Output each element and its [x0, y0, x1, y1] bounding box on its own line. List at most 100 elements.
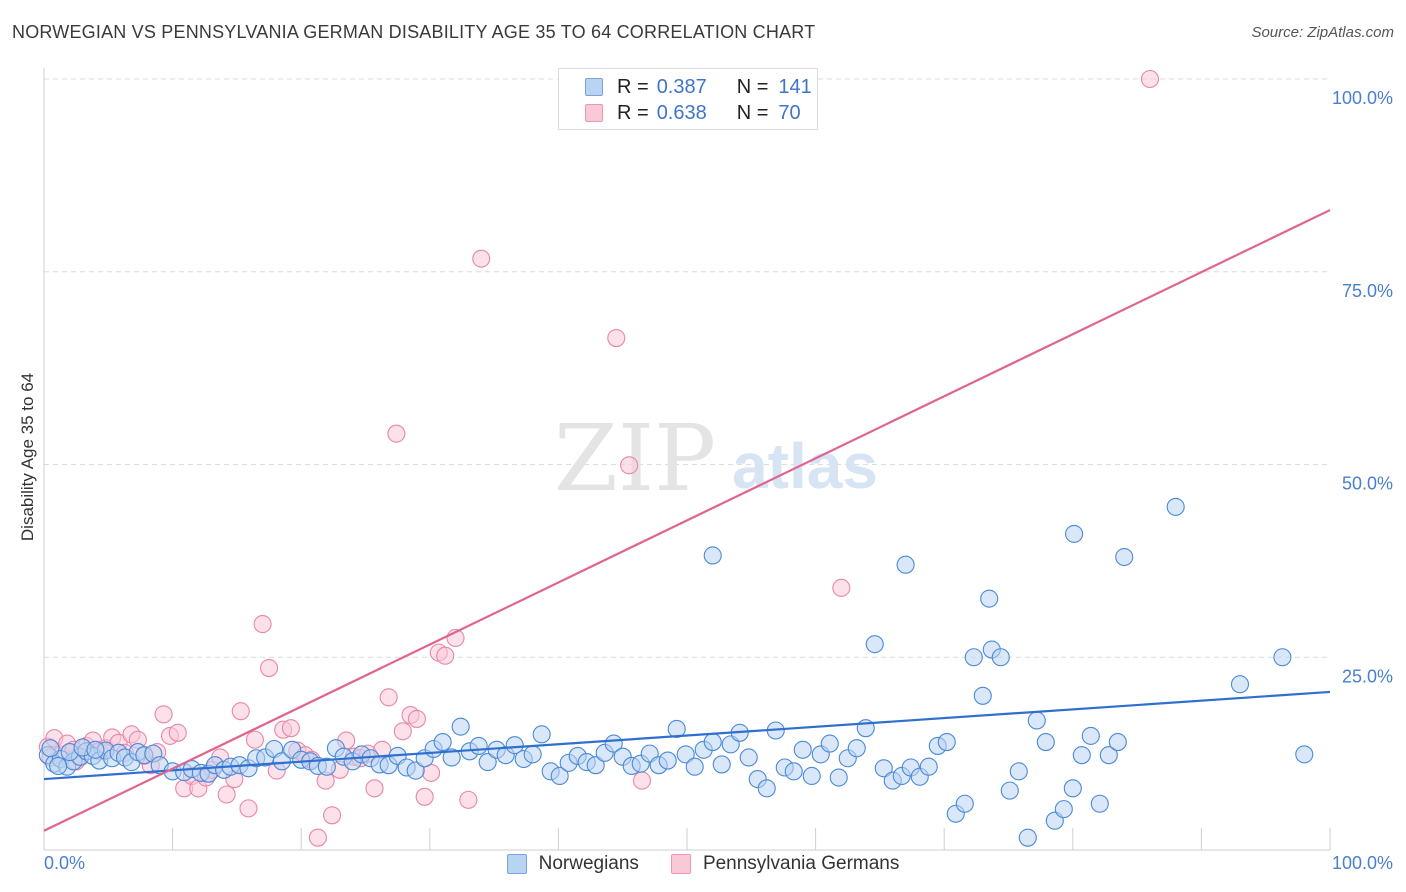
- y-tick-label-0: 25.0%: [1342, 666, 1393, 686]
- norwegians-point-127[interactable]: [1065, 524, 1084, 543]
- norwegians-point-76[interactable]: [676, 745, 695, 764]
- norwegians-point-107[interactable]: [955, 794, 974, 813]
- pennsylvania-germans-point-20[interactable]: [168, 723, 187, 742]
- norwegians-point-50[interactable]: [442, 748, 461, 767]
- norwegians-point-122[interactable]: [1090, 794, 1109, 813]
- norwegians-point-53[interactable]: [469, 736, 488, 755]
- pennsylvania-germans-point-55[interactable]: [415, 787, 434, 806]
- pennsylvania-germans-point-18[interactable]: [154, 705, 173, 724]
- pennsylvania-germans-point-52[interactable]: [393, 722, 412, 741]
- norwegians-point-120[interactable]: [1072, 746, 1091, 765]
- norwegians-point-118[interactable]: [1054, 800, 1073, 819]
- norwegians-point-57[interactable]: [505, 736, 524, 755]
- norwegians-point-105[interactable]: [937, 733, 956, 752]
- norwegians-point-103[interactable]: [919, 757, 938, 776]
- norwegians-point-112[interactable]: [1000, 781, 1019, 800]
- pennsylvania-germans-point-62[interactable]: [607, 329, 626, 348]
- norwegians-point-97[interactable]: [865, 635, 884, 654]
- pennsylvania-germans-point-31[interactable]: [245, 730, 264, 749]
- legend-r-value: 0.638: [656, 101, 707, 124]
- y-tick-label-2: 75.0%: [1342, 281, 1393, 301]
- norwegians-point-75[interactable]: [667, 719, 686, 739]
- norwegians-point-133[interactable]: [1295, 745, 1314, 764]
- pennsylvania-germans-point-29[interactable]: [231, 702, 250, 721]
- legend-r-label: R =: [617, 75, 649, 98]
- norwegians-point-128[interactable]: [1115, 547, 1134, 567]
- norwegians-point-93[interactable]: [829, 768, 848, 787]
- norwegians-point-111[interactable]: [991, 648, 1010, 667]
- legend-swatch-pink: [670, 854, 691, 874]
- pennsylvania-germans-point-58[interactable]: [436, 646, 455, 665]
- pennsylvania-germans-point-40[interactable]: [308, 828, 327, 847]
- norwegians-point-124[interactable]: [1108, 733, 1127, 752]
- norwegians-point-92[interactable]: [820, 734, 839, 753]
- norwegians-point-125[interactable]: [703, 546, 722, 565]
- norwegians-point-116[interactable]: [1036, 733, 1055, 752]
- norwegians-point-115[interactable]: [1027, 711, 1046, 730]
- norwegians-point-51[interactable]: [451, 717, 470, 736]
- norwegians-point-135[interactable]: [49, 756, 68, 776]
- pennsylvania-germans-point-54[interactable]: [407, 709, 426, 728]
- legend-r-label: R =: [617, 101, 649, 124]
- norwegians-point-80[interactable]: [712, 755, 731, 774]
- pennsylvania-germans-point-64[interactable]: [632, 771, 652, 790]
- norwegians-point-123[interactable]: [1099, 746, 1118, 765]
- norwegians-point-109[interactable]: [973, 686, 992, 705]
- norwegians-point-88[interactable]: [784, 762, 803, 781]
- pennsylvania-germans-point-30[interactable]: [239, 799, 258, 818]
- series-legend: Norwegians Pennsylvania Germans: [0, 852, 1406, 876]
- legend-item-pennsylvania-germans[interactable]: Pennsylvania Germans: [670, 853, 899, 875]
- norwegians-point-108[interactable]: [964, 648, 983, 667]
- pennsylvania-germans-point-42[interactable]: [323, 806, 342, 825]
- legend-item-norwegians[interactable]: Norwegians: [506, 853, 639, 875]
- norwegians-point-83[interactable]: [739, 748, 758, 767]
- pennsylvania-germans-point-61[interactable]: [472, 249, 491, 268]
- norwegians-point-113[interactable]: [1009, 762, 1028, 781]
- norwegians-point-114[interactable]: [1018, 828, 1037, 847]
- norwegians-point-66[interactable]: [586, 756, 605, 775]
- norwegians-point-121[interactable]: [1081, 726, 1100, 745]
- norwegians-point-46[interactable]: [406, 761, 425, 780]
- norwegians-point-74[interactable]: [658, 751, 677, 770]
- norwegians-point-132[interactable]: [1273, 648, 1292, 667]
- trend-layer: [43, 209, 1331, 832]
- norwegians-point-126[interactable]: [896, 555, 915, 574]
- legend-swatch-pink: [585, 104, 603, 122]
- legend-swatch-blue: [506, 854, 527, 874]
- legend-swatch-blue: [585, 78, 603, 96]
- pennsylvania-germans-point-66[interactable]: [832, 578, 851, 597]
- pennsylvania-germans-point-50[interactable]: [379, 688, 398, 707]
- legend-row-norwegians: R = 0.387 N = 141: [585, 75, 812, 99]
- norwegians-point-54[interactable]: [478, 753, 497, 772]
- norwegians-point-62[interactable]: [550, 766, 569, 786]
- norwegians-point-49[interactable]: [433, 733, 452, 752]
- norwegians-point-89[interactable]: [793, 740, 812, 759]
- pennsylvania-germans-point-51[interactable]: [387, 424, 406, 443]
- pennsylvania-germans-point-60[interactable]: [459, 790, 478, 809]
- norwegians-point-129[interactable]: [980, 589, 999, 608]
- pennsylvania-germans-point-33[interactable]: [259, 658, 279, 678]
- pennsylvania-germans-point-48[interactable]: [365, 779, 384, 798]
- norwegians-point-77[interactable]: [685, 757, 704, 776]
- pennsylvania-germans-point-32[interactable]: [253, 615, 272, 634]
- pennsylvania-germans-point-63[interactable]: [620, 456, 639, 475]
- norwegians-point-130[interactable]: [1166, 497, 1185, 516]
- norwegians-point-90[interactable]: [802, 766, 821, 786]
- norwegians-point-59[interactable]: [523, 745, 542, 764]
- tick-label-layer: 25.0% 50.0% 75.0% 100.0% 0.0% 100.0%: [44, 88, 1393, 873]
- norwegians-point-131[interactable]: [1230, 675, 1250, 694]
- pennsylvania-germans-point-36[interactable]: [281, 719, 300, 738]
- norwegians-point-60[interactable]: [532, 725, 551, 744]
- norwegians-point-134[interactable]: [41, 739, 60, 758]
- pennsylvania-germans-point-67[interactable]: [1140, 69, 1160, 89]
- stats-legend: R = 0.387 N = 141 R = 0.638 N = 70: [558, 68, 818, 130]
- norwegians-point-85[interactable]: [757, 779, 776, 798]
- norwegians-point-95[interactable]: [847, 739, 866, 758]
- norwegians-point-36[interactable]: [317, 757, 336, 776]
- norwegians-point-119[interactable]: [1063, 779, 1082, 798]
- norwegians-point-138[interactable]: [86, 740, 105, 759]
- norwegians-point-98[interactable]: [874, 759, 893, 778]
- pennsylvania-germans-point-27[interactable]: [217, 785, 236, 804]
- y-tick-label-3: 100.0%: [1332, 88, 1393, 108]
- norwegians-point-79[interactable]: [703, 733, 722, 752]
